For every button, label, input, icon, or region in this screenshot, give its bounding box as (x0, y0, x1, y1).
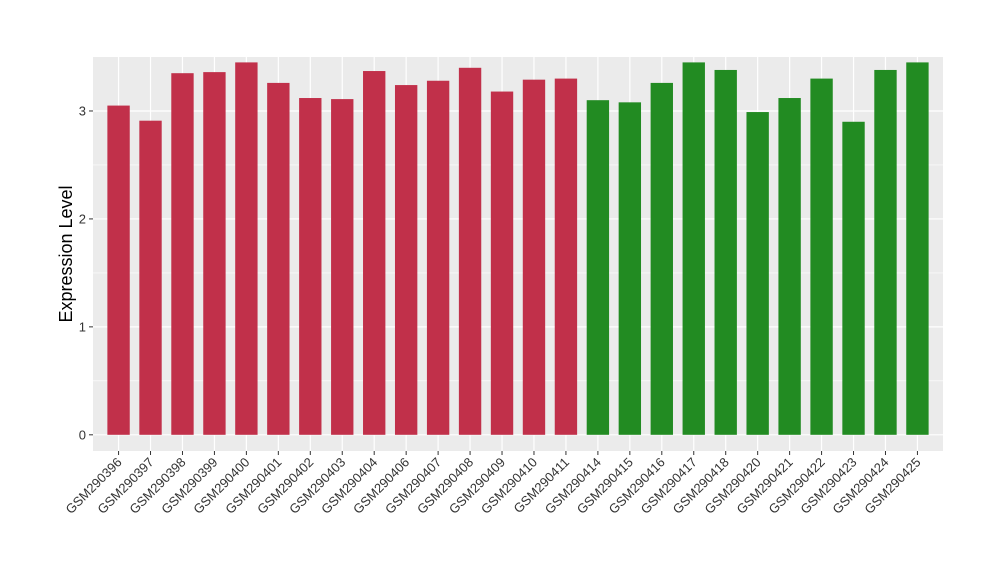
bar-GSM290396 (107, 105, 130, 435)
bar-GSM290404 (363, 71, 386, 435)
y-tick-label: 1 (79, 319, 86, 334)
x-axis: GSM290396GSM290397GSM290398GSM290399GSM2… (62, 451, 924, 517)
bar-GSM290422 (810, 78, 833, 435)
bar-GSM290397 (139, 120, 162, 435)
bar-GSM290398 (171, 73, 194, 435)
bar-GSM290415 (618, 102, 642, 435)
minor-gridlines (93, 164, 943, 382)
bar-GSM290410 (522, 79, 546, 435)
bar-GSM290400 (235, 62, 258, 435)
bar-GSM290425 (906, 62, 929, 435)
bar-GSM290416 (650, 82, 673, 435)
bar-GSM290420 (746, 112, 769, 435)
y-axis-title: Expression Level (56, 185, 76, 322)
bar-GSM290424 (874, 69, 897, 435)
bar-GSM290403 (331, 99, 354, 435)
bar-GSM290421 (778, 98, 801, 435)
bar-GSM290409 (490, 91, 514, 435)
bar-GSM290399 (203, 72, 226, 435)
bar-GSM290406 (394, 85, 418, 435)
bar-GSM290418 (714, 69, 737, 435)
bar-GSM290414 (586, 100, 610, 435)
bar-GSM290408 (458, 67, 482, 435)
plot-panel (93, 57, 943, 451)
bar-GSM290407 (426, 80, 450, 435)
bar-GSM290423 (842, 121, 865, 435)
bar-GSM290401 (267, 82, 290, 435)
y-axis: 0 1 2 3 (79, 103, 93, 442)
bar-GSM290417 (682, 62, 705, 435)
y-tick-label: 0 (79, 427, 86, 442)
y-tick-label: 2 (79, 211, 86, 226)
bar-GSM290402 (299, 98, 322, 435)
bars (107, 62, 929, 435)
bar-GSM290411 (554, 78, 578, 435)
y-tick-label: 3 (79, 103, 86, 118)
